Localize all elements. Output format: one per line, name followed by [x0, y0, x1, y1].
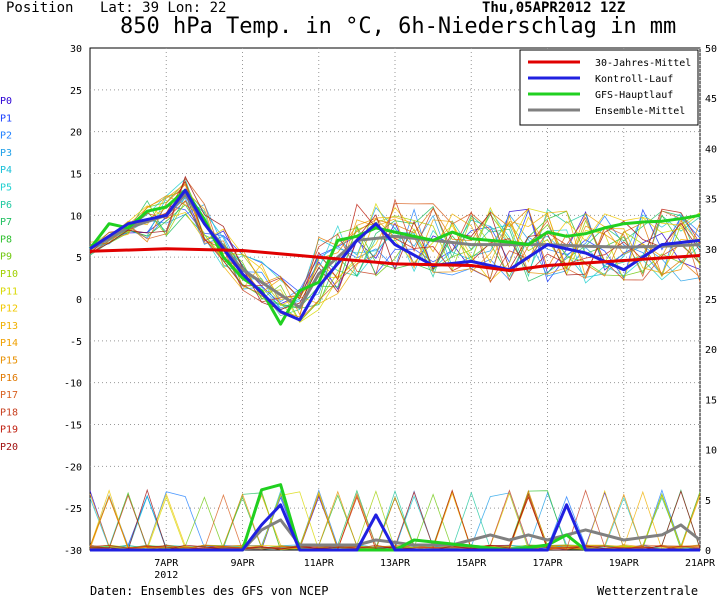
credit: Wetterzentrale [597, 584, 699, 598]
y-left-tick-label: -10 [64, 379, 82, 390]
member-label-p18: P18 [0, 407, 18, 418]
y-right-tick-label: 10 [705, 446, 717, 457]
y-left-tick-label: -5 [70, 337, 82, 348]
x-tick-year: 2012 [154, 570, 178, 581]
y-right-tick-label: 5 [705, 496, 711, 507]
x-tick-label: 7APR [154, 558, 179, 569]
y-left-tick-label: -15 [64, 421, 82, 432]
member-label-p6: P6 [0, 200, 12, 211]
grid [90, 48, 701, 550]
member-line-p9 [89, 181, 701, 323]
x-tick-label: 19APR [609, 558, 640, 569]
y-left-tick-label: 25 [70, 86, 82, 97]
axes: 302520151050-5-10-15-20-25-3050454035302… [64, 44, 717, 581]
legend-label-kontroll: Kontroll-Lauf [595, 74, 673, 85]
chart-title: 850 hPa Temp. in °C, 6h-Niederschlag in … [120, 14, 677, 39]
y-right-tick-label: 30 [705, 245, 717, 256]
data-source: Daten: Ensembles des GFS von NCEP [90, 584, 329, 598]
member-line-p17 [89, 177, 701, 321]
legend-label-gfs: GFS-Hauptlauf [595, 90, 673, 101]
y-left-tick-label: 5 [76, 253, 82, 264]
member-label-p11: P11 [0, 286, 18, 297]
member-label-p15: P15 [0, 356, 18, 367]
y-right-tick-label: 25 [705, 295, 717, 306]
y-left-tick-label: 15 [70, 170, 82, 181]
y-right-tick-label: 35 [705, 195, 717, 206]
member-label-p9: P9 [0, 252, 12, 263]
member-label-p17: P17 [0, 390, 18, 401]
y-left-tick-label: 20 [70, 128, 82, 139]
series-ensemble-mittel-right [90, 518, 701, 552]
member-label-p13: P13 [0, 321, 18, 332]
y-left-tick-label: 30 [70, 44, 82, 55]
run-datestamp: Thu,05APR2012 12Z [482, 0, 626, 16]
member-label-p7: P7 [0, 217, 12, 228]
member-label-p19: P19 [0, 425, 18, 436]
member-label-p4: P4 [0, 165, 12, 176]
legend-label-mittel: 30-Jahres-Mittel [595, 58, 691, 69]
y-left-tick-label: -25 [64, 504, 82, 515]
legend-label-ensemble: Ensemble-Mittel [595, 106, 685, 117]
y-right-tick-label: 0 [705, 546, 711, 557]
y-right-tick-label: 20 [705, 345, 717, 356]
position-label: Position [6, 0, 74, 16]
series-kontroll-lauf-left [89, 188, 701, 322]
series-30-jahres-mittel-left [89, 247, 701, 273]
member-label-p14: P14 [0, 338, 18, 349]
member-label-p2: P2 [0, 131, 12, 142]
member-label-p10: P10 [0, 269, 18, 280]
y-right-tick-label: 15 [705, 395, 717, 406]
member-label-p5: P5 [0, 183, 12, 194]
y-right-tick-label: 45 [705, 94, 717, 105]
x-tick-label: 11APR [304, 558, 335, 569]
member-label-p16: P16 [0, 373, 18, 384]
y-right-tick-label: 50 [705, 44, 717, 55]
member-label-p0: P0 [0, 96, 12, 107]
member-label-p20: P20 [0, 442, 18, 453]
member-label-p3: P3 [0, 148, 12, 159]
y-left-tick-label: 0 [76, 295, 82, 306]
y-left-tick-label: -30 [64, 546, 82, 557]
member-label-list: P0 P1 P2 P3 P4 P5 P6 P7 P8 P9 P10 P11 P12 P13 P14 P15 P1… [0, 96, 18, 453]
member-label-p1: P1 [0, 113, 12, 124]
y-left-tick-label: 10 [70, 211, 82, 222]
x-tick-label: 21APR [685, 558, 716, 569]
x-tick-label: 15APR [456, 558, 487, 569]
coordinates: Lat: 39 Lon: 22 [100, 0, 227, 16]
member-label-p12: P12 [0, 304, 18, 315]
x-tick-label: 17APR [532, 558, 563, 569]
y-right-tick-label: 40 [705, 144, 717, 155]
x-tick-label: 9APR [230, 558, 255, 569]
series-lines [88, 188, 701, 552]
y-left-tick-label: -20 [64, 462, 82, 473]
legend: 30-Jahres-Mittel Kontroll-Lauf GFS-Haupt… [519, 49, 699, 126]
series-kontroll-lauf-right [90, 503, 700, 552]
x-tick-label: 13APR [380, 558, 411, 569]
member-line-p0 [89, 193, 701, 305]
series-gfs-hauptlauf-right [90, 483, 700, 552]
member-label-p8: P8 [0, 234, 12, 245]
